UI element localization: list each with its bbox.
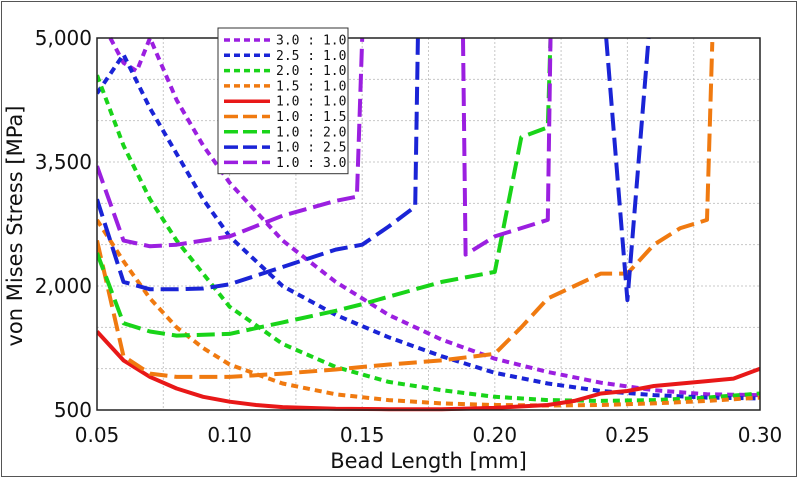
series-line-6 — [97, 37, 553, 338]
legend-label: 1.0 : 1.0 — [276, 95, 346, 110]
legend-label: 3.0 : 1.0 — [276, 34, 346, 49]
x-tick-label: 0.20 — [473, 423, 518, 447]
legend-label: 1.5 : 1.0 — [276, 79, 346, 94]
tick-labels: 0.05 0.10 0.15 0.20 0.25 0.30 500 2,000 3,500 5,0… — [35, 26, 783, 447]
x-axis-label: Bead Length [mm] — [330, 449, 527, 473]
legend-label: 1.0 : 2.5 — [276, 141, 346, 156]
x-tick-label: 0.15 — [340, 423, 385, 447]
x-tick-label: 0.05 — [75, 423, 120, 447]
y-tick-label: 2,000 — [35, 274, 92, 298]
y-axis-label: von Mises Stress [MPa] — [3, 106, 27, 347]
series-line-1 — [97, 52, 760, 401]
legend-label: 1.0 : 2.0 — [276, 125, 346, 140]
series-line-7 — [97, 37, 420, 292]
legend-label: 1.0 : 3.0 — [276, 156, 346, 171]
grid — [97, 38, 760, 410]
legend-label: 2.5 : 1.0 — [276, 49, 346, 64]
series-line-5 — [97, 42, 715, 379]
legend-label: 1.0 : 1.5 — [276, 110, 346, 125]
series-line-2 — [97, 74, 760, 403]
x-tick-label: 0.30 — [738, 423, 783, 447]
series-line-3 — [97, 218, 760, 408]
legend-label: 2.0 : 1.0 — [276, 64, 346, 79]
y-tick-label: 3,500 — [35, 150, 92, 174]
series-line-0 — [108, 36, 760, 398]
series-line-10 — [604, 37, 651, 303]
x-tick-label: 0.10 — [207, 423, 252, 447]
series-line-4 — [97, 330, 760, 412]
series-line-9 — [461, 37, 553, 257]
y-tick-label: 500 — [54, 398, 92, 422]
series-line-8 — [97, 37, 365, 249]
legend: 3.0 : 1.02.5 : 1.02.0 : 1.01.5 : 1.01.0 … — [217, 27, 349, 175]
y-tick-label: 5,000 — [35, 26, 92, 50]
plot-area-border — [96, 37, 761, 411]
series-layer — [97, 36, 760, 412]
x-tick-label: 0.25 — [605, 423, 650, 447]
